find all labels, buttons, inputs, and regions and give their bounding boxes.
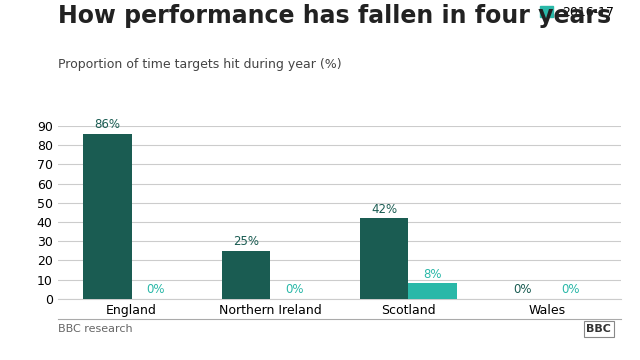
Text: How performance has fallen in four years: How performance has fallen in four years (58, 4, 611, 28)
Text: 0%: 0% (513, 283, 532, 297)
Legend: 2012-13, 2016-17: 2012-13, 2016-17 (540, 0, 614, 19)
Bar (408, 283, 457, 299)
Text: BBC: BBC (586, 324, 611, 334)
Text: 8%: 8% (423, 268, 442, 281)
Bar (83, 134, 132, 299)
Bar (360, 218, 408, 299)
Text: 42%: 42% (371, 203, 397, 216)
Bar (221, 251, 270, 299)
Text: 0%: 0% (285, 283, 303, 297)
Text: Proportion of time targets hit during year (%): Proportion of time targets hit during ye… (58, 58, 341, 71)
Text: 86%: 86% (95, 118, 120, 131)
Text: 0%: 0% (147, 283, 165, 297)
Text: 25%: 25% (233, 235, 259, 248)
Text: 0%: 0% (562, 283, 580, 297)
Text: BBC research: BBC research (58, 324, 132, 334)
